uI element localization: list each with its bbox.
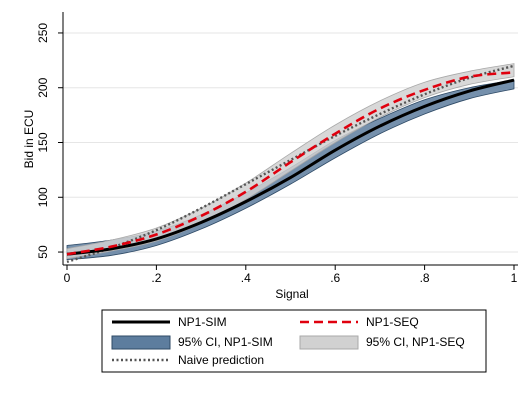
line-naive-prediction — [66, 64, 515, 264]
y-tick-label-200: 200 — [36, 77, 50, 97]
legend-item-np1-sim: NP1-SIM — [112, 315, 227, 329]
x-axis-label: Signal — [275, 287, 308, 301]
y-tick-label-150: 150 — [36, 132, 50, 152]
y-tick-label-250: 250 — [36, 23, 50, 43]
x-tick-label-0: 0 — [64, 271, 71, 285]
legend-label-95-ci-np1-seq: 95% CI, NP1-SEQ — [366, 335, 465, 349]
x-tick-label-4: .4 — [241, 271, 251, 285]
axes-layer — [62, 12, 518, 266]
legend-label-naive-prediction: Naive prediction — [178, 353, 264, 367]
series-line-layer — [66, 64, 515, 264]
legend-item-95-ci-np1-seq: 95% CI, NP1-SEQ — [299, 335, 465, 350]
legend-label-np1-sim: NP1-SIM — [178, 315, 227, 329]
legend-swatch-95-ci-np1-sim — [111, 335, 171, 350]
legend-item-naive-prediction: Naive prediction — [112, 353, 264, 367]
line-np1-sim — [66, 78, 515, 256]
x-tick-label-8: .8 — [420, 271, 430, 285]
grid-layer — [63, 32, 518, 253]
legend-label-np1-seq: NP1-SEQ — [366, 315, 419, 329]
legend-item-np1-seq: NP1-SEQ — [300, 315, 419, 329]
legend: NP1-SIM NP1-SEQ 95% CI, NP1-SIM 95% CI, NP1… — [101, 309, 487, 373]
x-tick-label-2: .2 — [151, 271, 161, 285]
line-np1-seq — [66, 71, 515, 256]
x-tick-label-6: .6 — [330, 271, 340, 285]
y-tick-label-100: 100 — [36, 187, 50, 207]
legend-swatch-95-ci-np1-seq — [299, 335, 359, 350]
y-tick-label-50: 50 — [36, 245, 50, 259]
tick-layer: 50 100 150 200 250 0 .2 .4 .6 .8 1 — [36, 23, 518, 285]
y-axis-label: Bid in ECU — [22, 110, 36, 169]
legend-item-95-ci-np1-sim: 95% CI, NP1-SIM — [111, 335, 273, 350]
x-tick-label-1: 1 — [511, 271, 518, 285]
legend-label-95-ci-np1-sim: 95% CI, NP1-SIM — [178, 335, 273, 349]
